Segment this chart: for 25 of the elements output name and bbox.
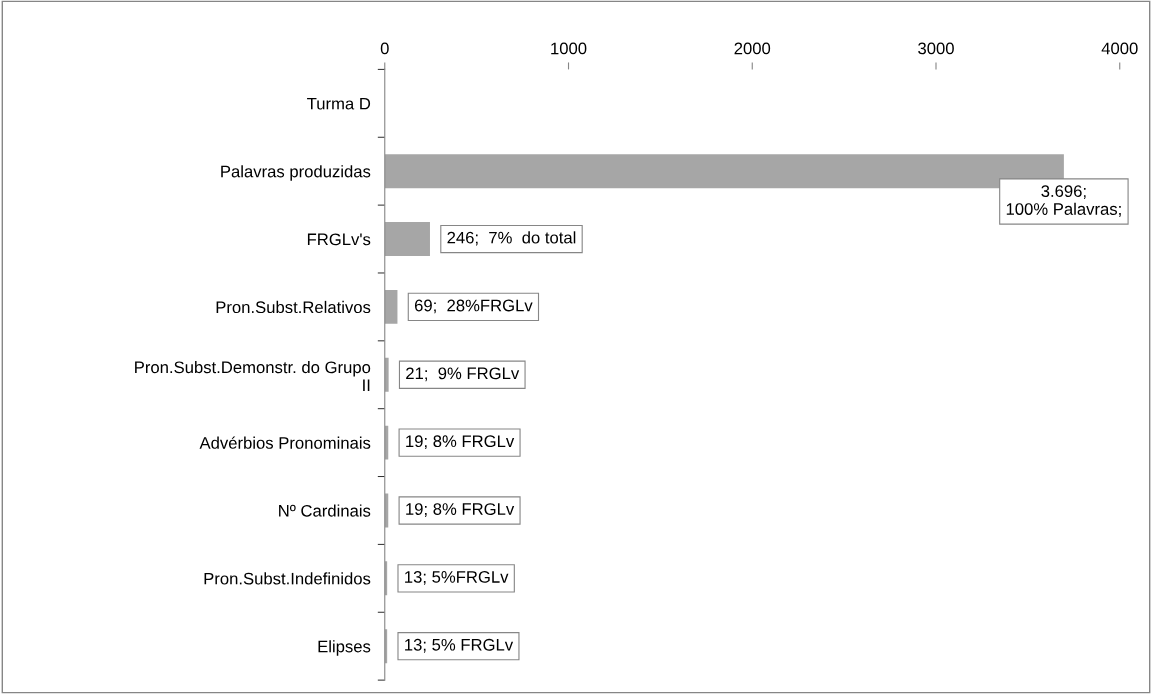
- x-tick-label: 0: [380, 42, 389, 55]
- y-tick-label: Pron.Subst.Demonstr. do Grupo II: [135, 360, 371, 391]
- y-tick-label: Advérbios Pronominais: [199, 436, 371, 449]
- x-tick-label: 2000: [734, 42, 771, 55]
- x-tick-label: 1000: [551, 42, 587, 55]
- x-tick-label: 3000: [918, 42, 954, 55]
- y-tick-label: Palavras produzidas: [221, 165, 371, 181]
- y-tick-label: Nº Cardinais: [279, 504, 371, 517]
- data-label: 3.696; 100% Palavras;: [1006, 185, 1121, 217]
- data-label: 13; 5% FRGLv: [405, 638, 514, 653]
- y-tick-label: Turma D: [307, 97, 371, 110]
- data-label: 69; 28%FRGLv: [414, 299, 533, 314]
- x-tick-label: 4000: [1101, 42, 1138, 55]
- y-tick-label: Pron.Subst.Relativos: [216, 300, 371, 314]
- bar: [384, 357, 389, 392]
- data-label: 19; 8% FRGLv: [406, 503, 515, 517]
- y-tick-label: FRGLv's: [307, 233, 371, 246]
- data-label: 246; 7% do total: [447, 231, 576, 246]
- data-label: 19; 8% FRGLv: [406, 435, 515, 450]
- data-label: 21; 9% FRGLv: [406, 367, 520, 382]
- bar: [384, 222, 430, 257]
- bar: [384, 289, 398, 324]
- y-tick-label: Elipses: [318, 640, 371, 656]
- data-label: 13; 5%FRGLv: [405, 571, 509, 585]
- y-tick-label: Pron.Subst.Indefinidos: [204, 572, 371, 585]
